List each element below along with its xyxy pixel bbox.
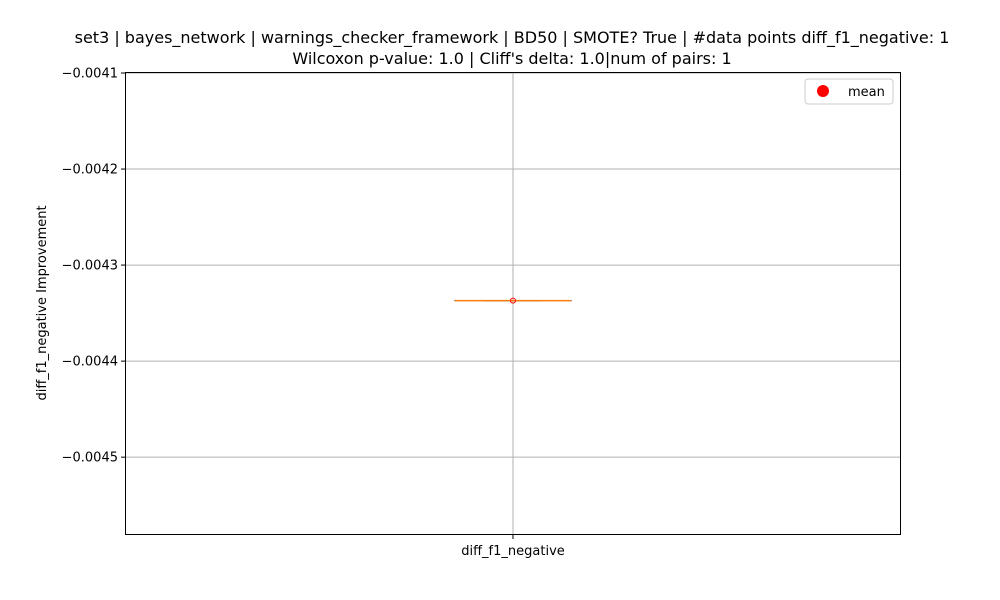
box-plots bbox=[454, 297, 572, 304]
legend-mean-marker bbox=[817, 85, 829, 97]
chart-title-line1: set3 | bayes_network | warnings_checker_… bbox=[75, 28, 950, 48]
x-tick-label: diff_f1_negative bbox=[461, 544, 565, 559]
y-tick-label: −0.0045 bbox=[62, 451, 118, 466]
plot-frame bbox=[125, 72, 901, 535]
y-tick-label: −0.0042 bbox=[62, 163, 118, 178]
y-axis: −0.0041 −0.0042 −0.0043 −0.0044 −0.0045 bbox=[62, 67, 126, 466]
y-tick-label: −0.0043 bbox=[62, 259, 118, 274]
y-axis-label: diff_f1_negative Improvement bbox=[35, 205, 50, 400]
y-tick-label: −0.0044 bbox=[62, 355, 118, 370]
y-tick-label: −0.0041 bbox=[62, 67, 118, 82]
x-axis: diff_f1_negative bbox=[461, 534, 565, 559]
legend-mean-label: mean bbox=[848, 85, 885, 100]
chart-title-line2: Wilcoxon p-value: 1.0 | Cliff's delta: 1… bbox=[292, 49, 731, 68]
box-mean-point bbox=[510, 297, 516, 304]
legend-box bbox=[804, 78, 894, 105]
legend: mean bbox=[804, 78, 894, 105]
